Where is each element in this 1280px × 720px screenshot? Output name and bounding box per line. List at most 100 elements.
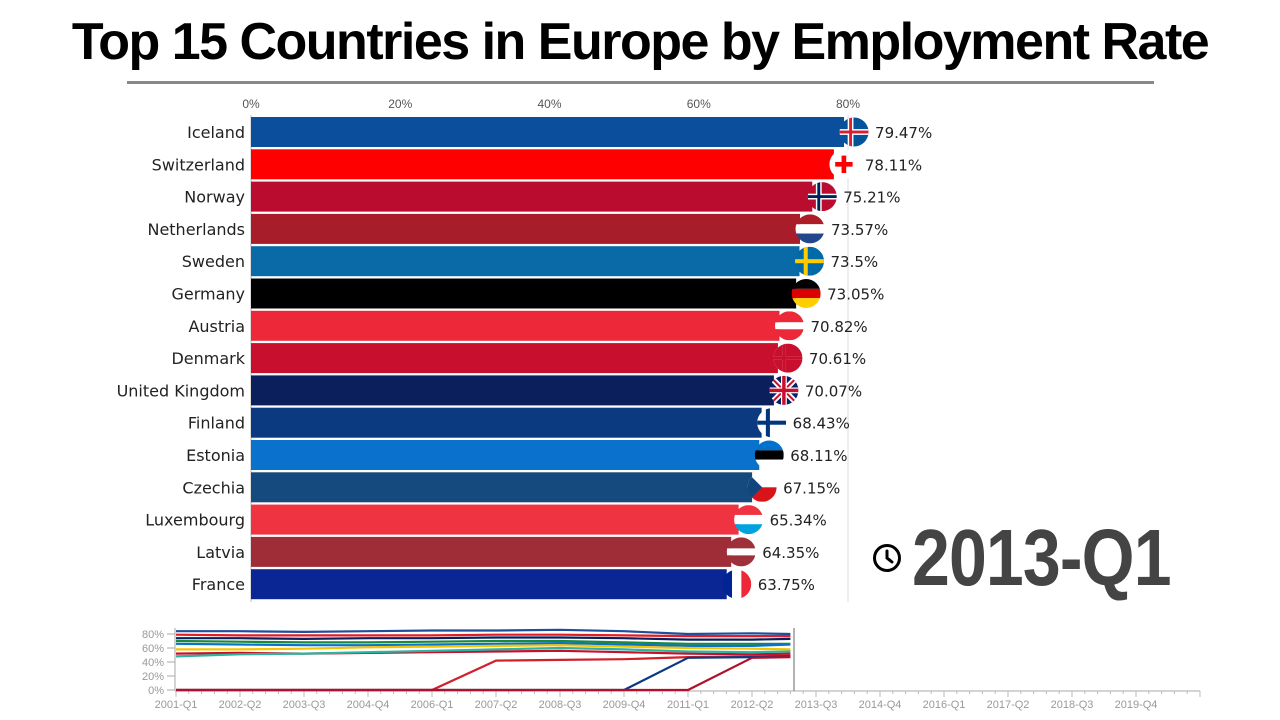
title-divider [127, 81, 1154, 84]
country-label: Luxembourg [145, 511, 245, 530]
bar [251, 504, 739, 535]
flag-part [747, 472, 763, 502]
flag-part [774, 322, 804, 330]
czechia-flag-icon [747, 472, 777, 502]
value-label: 73.5% [830, 253, 878, 271]
timeline-x-tick-label: 2003-Q3 [283, 699, 326, 711]
country-label: Czechia [182, 478, 245, 497]
bar [251, 246, 800, 277]
flag-part [726, 537, 756, 549]
bar [251, 181, 813, 212]
bar [251, 149, 834, 180]
country-label: United Kingdom [117, 381, 245, 400]
period-label: 2013-Q1 [912, 513, 1172, 602]
bar-row-norway: Norway 75.21% [184, 181, 900, 212]
timeline-series-line [175, 633, 791, 638]
flag-part [795, 224, 825, 234]
flag-part [773, 359, 783, 373]
bar-row-france: France 63.75% [192, 569, 815, 600]
timeline-y-tick-label: 20% [142, 671, 164, 683]
timeline-y-tick-label: 80% [142, 629, 164, 641]
value-label: 65.34% [770, 512, 827, 530]
flag-part [754, 450, 784, 460]
bar-row-united-kingdom: United Kingdom 70.07% [117, 375, 862, 406]
germany-flag-icon [791, 279, 821, 308]
flag-part [773, 356, 803, 360]
estonia-flag-icon [754, 440, 784, 470]
timeline-x-tick-label: 2016-Q1 [923, 699, 966, 711]
timeline-x-tick-label: 2008-Q3 [539, 699, 582, 711]
timeline-x-tick-label: 2006-Q1 [411, 699, 454, 711]
bar [251, 343, 778, 374]
x-tick-label: 20% [388, 97, 412, 111]
bar [251, 278, 797, 309]
timeline-series-line [176, 636, 791, 641]
flag-part [785, 359, 803, 373]
timeline-series-line [175, 639, 791, 645]
country-label: Iceland [187, 123, 245, 142]
bar-row-sweden: Sweden 73.5% [182, 246, 878, 277]
france-flag-icon [722, 569, 752, 599]
timeline-chart: 0% 20% 40% 60% 80% 2001-Q1 2002-Q2 2003-Q3 2004-… [142, 628, 1201, 711]
flag-part [791, 298, 821, 308]
timeline-series-line [176, 628, 791, 636]
value-label: 73.57% [831, 221, 888, 239]
value-label: 78.11% [865, 156, 922, 174]
flag-part [754, 440, 784, 451]
bar-row-austria: Austria 70.82% [188, 310, 868, 341]
country-label: Denmark [171, 349, 245, 368]
bar [251, 536, 732, 567]
value-label: 68.43% [793, 415, 850, 433]
country-label: Latvia [196, 543, 245, 562]
value-label: 70.82% [810, 318, 867, 336]
value-label: 64.35% [762, 544, 819, 562]
country-label: Norway [184, 188, 245, 207]
denmark-flag-icon [773, 343, 803, 373]
flag-part [769, 388, 799, 393]
value-label: 63.75% [758, 576, 815, 594]
country-label: France [192, 575, 245, 594]
country-label: Germany [171, 285, 245, 304]
flag-part [774, 329, 804, 341]
bar-row-estonia: Estonia 68.11% [186, 440, 847, 470]
timeline-x-tick-label: 2011-Q1 [667, 699, 709, 711]
timeline-series-line [176, 644, 791, 651]
timeline-x-tick-label: 2018-Q3 [1051, 699, 1094, 711]
uk-flag-icon [769, 375, 799, 405]
timeline-x-tick-label: 2017-Q2 [987, 699, 1030, 711]
timeline-y-tick-label: 40% [142, 657, 164, 669]
netherlands-flag-icon [795, 214, 825, 244]
bar [251, 375, 774, 406]
bar-row-netherlands: Netherlands 73.57% [147, 213, 888, 244]
bar-row-finland: Finland 68.43% [188, 407, 850, 438]
bar-row-czechia: Czechia 67.15% [182, 472, 840, 503]
flag-part [795, 214, 825, 225]
finland-flag-icon [757, 408, 787, 438]
value-label: 73.05% [827, 286, 884, 304]
flag-part [773, 343, 783, 357]
austria-flag-icon [774, 311, 804, 341]
iceland-flag-icon [839, 117, 869, 147]
bar-row-germany: Germany 73.05% [171, 278, 884, 309]
bar [251, 407, 762, 438]
flag-part [726, 555, 756, 567]
flag-part [757, 420, 787, 425]
bar-row-luxembourg: Luxembourg 65.34% [145, 504, 827, 535]
bar-row-switzerland: Switzerland 78.11% [152, 149, 922, 180]
flag-part [734, 514, 764, 525]
bar [251, 310, 780, 341]
country-label: Estonia [186, 446, 245, 465]
chart-title: Top 15 Countries in Europe by Employment… [71, 13, 1210, 71]
flag-part [726, 548, 756, 556]
country-label: Austria [188, 317, 245, 336]
timeline-x-tick-label: 2009-Q4 [603, 699, 646, 711]
country-label: Sweden [182, 252, 245, 271]
bar [251, 472, 753, 503]
value-label: 70.61% [809, 350, 866, 368]
timeline-x-tick-label: 2004-Q4 [347, 699, 390, 711]
clock-icon [873, 544, 901, 572]
x-tick-label: 40% [537, 97, 561, 111]
bar [251, 440, 760, 470]
flag-part [785, 343, 803, 357]
